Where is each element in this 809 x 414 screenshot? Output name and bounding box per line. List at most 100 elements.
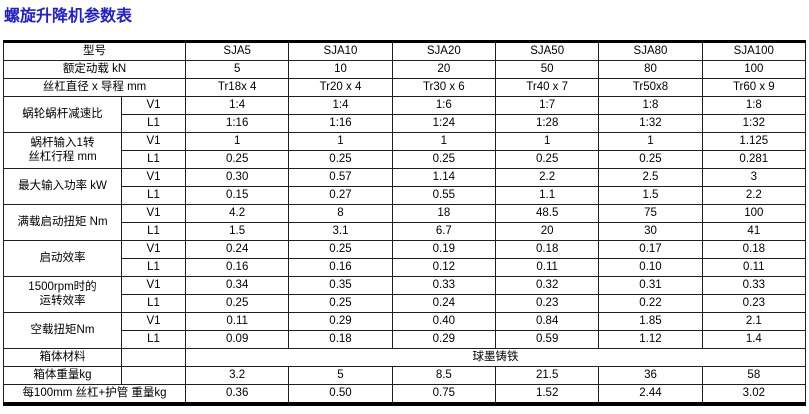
value-cell: 1:32 [598,114,703,134]
row-label: 1500rpm时的 运转效率 [3,276,122,314]
value-cell: 0.23 [494,294,600,314]
value-cell: 8 [288,204,393,224]
model-header-cell: SJA50 [494,41,600,62]
value-cell: 1:16 [184,114,290,134]
model-header-cell: SJA100 [701,41,807,62]
value-cell: 0.29 [391,330,496,350]
value-cell: 20 [391,60,496,80]
value-cell: 0.16 [184,258,290,278]
value-cell: 0.24 [184,240,290,260]
value-cell: 0.40 [391,312,496,332]
value-cell: 0.25 [288,294,393,314]
value-cell: Tr40 x 7 [494,78,600,98]
value-cell: 18 [391,204,496,224]
value-cell: 1:6 [391,96,496,116]
value-cell: 1:4 [184,96,290,116]
value-cell: 0.281 [701,150,807,170]
table-row-run-eff-l1: L1 0.25 0.25 0.24 0.23 0.22 0.23 [4,294,807,314]
value-cell: 1.12 [598,330,703,350]
value-cell: Tr20 x 4 [288,78,393,98]
value-cell: 0.16 [288,258,393,278]
table-row-travel-v1: 蜗杆输入1转 丝杠行程 mm V1 1 1 1 1 1 1.125 [3,132,807,170]
row-label: 空载扭矩Nm [3,312,122,350]
value-cell: 0.23 [701,294,807,314]
value-cell: 2.44 [598,384,703,405]
value-cell: 0.25 [391,150,496,170]
table-row-start-eff-l1: L1 0.16 0.16 0.12 0.11 0.10 0.11 [4,258,807,278]
model-header-cell: SJA10 [288,41,393,62]
value-cell: 5 [288,366,393,386]
value-cell: 10 [288,60,393,80]
sub-label-v1: V1 [121,96,186,116]
empty-subcell [121,348,186,368]
table-row-max-power-v1: 最大输入功率 kW V1 0.30 0.57 1.14 2.2 2.5 3 [3,168,807,206]
value-cell: 0.59 [494,330,600,350]
row-label: 额定动载 kN [3,60,186,80]
value-cell: 0.25 [494,150,600,170]
value-cell: 1.52 [494,384,600,405]
row-label-line1: 蜗杆输入1转 [30,137,95,150]
value-cell: 1 [494,132,600,152]
value-cell: 0.25 [288,240,393,260]
value-cell: 58 [701,366,807,386]
row-label-line2: 运转效率 [39,294,86,307]
sub-label-v1: V1 [121,204,186,224]
value-cell: 0.15 [184,186,290,206]
value-cell: 3.02 [701,384,807,405]
value-cell: 1:28 [494,114,600,134]
value-cell: 3 [701,168,807,188]
value-cell: 0.18 [288,330,393,350]
value-cell: 1.5 [598,186,703,206]
value-cell: 0.55 [391,186,496,206]
value-cell: 1:8 [701,96,807,116]
value-cell: 1.125 [701,132,807,152]
value-cell: 0.34 [184,276,290,296]
table-row-worm-ratio-l1: L1 1:16 1:16 1:24 1:28 1:32 1:32 [4,114,807,134]
value-cell: 0.29 [288,312,393,332]
value-cell: 4.2 [184,204,290,224]
value-cell: 1.85 [598,312,703,332]
value-cell: 1:7 [494,96,600,116]
value-cell: Tr60 x 9 [701,78,807,98]
value-cell: 0.32 [494,276,600,296]
table-row-run-eff-v1: 1500rpm时的 运转效率 V1 0.34 0.35 0.33 0.32 0.… [3,276,807,314]
table-row-noload-torque-v1: 空载扭矩Nm V1 0.11 0.29 0.40 0.84 1.85 2.1 [3,312,807,350]
table-row-housing-material: 箱体材料 球墨铸铁 [3,348,806,368]
row-label: 每100mm 丝杠+护管 重量kg [3,384,186,405]
value-cell: 0.27 [288,186,393,206]
value-cell: 0.50 [288,384,393,405]
row-label: 箱体材料 [3,348,122,368]
value-cell: 0.31 [598,276,703,296]
value-cell: 5 [184,60,290,80]
value-cell: 0.11 [701,258,807,278]
value-cell: 0.25 [288,150,393,170]
row-label-line1: 1500rpm时的 [28,281,97,294]
sub-label-l1: L1 [121,294,186,314]
value-cell: 0.75 [391,384,496,405]
value-cell: 0.17 [598,240,703,260]
value-cell: 1 [391,132,496,152]
value-cell: 0.18 [701,240,807,260]
sub-label-v1: V1 [121,168,186,188]
value-cell: 75 [598,204,703,224]
value-cell: 0.25 [598,150,703,170]
page-title: 螺旋升降机参数表 [4,8,133,25]
value-cell: 1 [288,132,393,152]
table-row-worm-ratio-v1: 蜗轮蜗杆减速比 V1 1:4 1:4 1:6 1:7 1:8 1:8 [3,96,807,134]
value-cell: 0.24 [391,294,496,314]
sub-label-l1: L1 [121,114,186,134]
value-cell: 0.25 [184,150,290,170]
value-cell: 0.18 [494,240,600,260]
value-cell: 1.5 [184,222,290,242]
model-header-cell: SJA5 [184,41,290,62]
value-cell: 48.5 [494,204,600,224]
value-cell: 2.2 [494,168,600,188]
table-row-rated-load: 额定动载 kN 5 10 20 50 80 100 [3,60,807,80]
sub-label-v1: V1 [121,276,186,296]
value-cell: 0.33 [701,276,807,296]
value-cell: 0.22 [598,294,703,314]
row-label: 箱体重量kg [3,366,122,386]
sub-label-l1: L1 [121,150,186,170]
model-row-label: 型号 [3,41,186,62]
value-cell: 0.25 [184,294,290,314]
